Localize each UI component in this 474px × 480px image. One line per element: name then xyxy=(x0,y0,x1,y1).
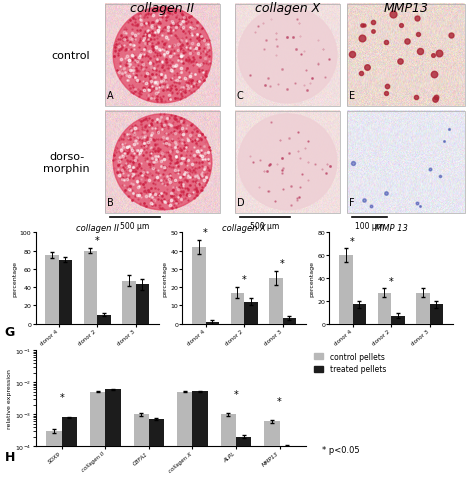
Text: *: * xyxy=(350,236,355,246)
Circle shape xyxy=(113,8,212,104)
Circle shape xyxy=(238,115,337,210)
Text: *: * xyxy=(234,389,238,399)
Bar xyxy=(339,256,353,324)
Bar xyxy=(62,418,77,480)
Text: 500 μm: 500 μm xyxy=(120,221,150,230)
Circle shape xyxy=(238,8,337,104)
Bar xyxy=(236,437,251,480)
Text: dorso-
morphin: dorso- morphin xyxy=(44,152,90,173)
Text: B: B xyxy=(107,198,114,208)
Bar xyxy=(347,5,465,107)
Bar xyxy=(221,414,236,480)
Text: A: A xyxy=(107,91,114,101)
Circle shape xyxy=(113,115,212,210)
Bar xyxy=(192,247,206,324)
Bar xyxy=(231,293,244,324)
Bar xyxy=(59,260,72,324)
Bar xyxy=(416,293,429,324)
Text: *: * xyxy=(280,258,285,268)
Text: D: D xyxy=(237,198,245,208)
Text: control: control xyxy=(51,51,90,61)
Y-axis label: relative expression: relative expression xyxy=(8,369,12,428)
Bar xyxy=(105,5,220,107)
Bar xyxy=(90,392,105,480)
Text: *: * xyxy=(59,392,64,402)
Bar xyxy=(149,420,164,480)
Bar xyxy=(177,392,192,480)
Bar xyxy=(235,5,340,107)
Text: F: F xyxy=(349,198,355,208)
Text: *: * xyxy=(277,396,282,406)
Bar xyxy=(192,392,208,480)
Text: *: * xyxy=(95,236,100,246)
Bar xyxy=(244,302,257,324)
Text: E: E xyxy=(349,91,355,101)
Bar xyxy=(235,111,340,214)
Bar xyxy=(134,414,149,480)
Text: 100 μm: 100 μm xyxy=(355,221,384,230)
Text: *: * xyxy=(242,275,246,285)
Y-axis label: percentage: percentage xyxy=(12,261,17,296)
Bar xyxy=(206,322,219,324)
Bar xyxy=(136,285,149,324)
Text: *: * xyxy=(389,276,393,286)
Bar xyxy=(105,389,120,480)
Bar xyxy=(84,251,97,324)
Text: C: C xyxy=(237,91,244,101)
Bar xyxy=(46,431,62,480)
Title: MMP 13: MMP 13 xyxy=(374,223,408,232)
Text: 500 μm: 500 μm xyxy=(250,221,280,230)
Text: MMP13: MMP13 xyxy=(383,2,428,15)
Bar xyxy=(264,421,280,480)
Bar xyxy=(97,315,110,324)
Bar xyxy=(378,293,391,324)
Y-axis label: percentage: percentage xyxy=(310,261,315,296)
Bar xyxy=(105,111,220,214)
Text: collagen X: collagen X xyxy=(255,2,320,15)
Bar xyxy=(353,305,366,324)
Y-axis label: percentage: percentage xyxy=(163,261,168,296)
Bar xyxy=(283,319,296,324)
Title: collagen X: collagen X xyxy=(222,223,266,232)
Bar xyxy=(429,305,443,324)
Text: *: * xyxy=(203,228,208,238)
Title: collagen II: collagen II xyxy=(76,223,118,232)
Text: * p<0.05: * p<0.05 xyxy=(322,444,360,454)
Text: collagen II: collagen II xyxy=(130,2,194,15)
Bar xyxy=(280,446,295,480)
Text: G: G xyxy=(5,325,15,338)
Bar xyxy=(347,111,465,214)
Bar xyxy=(122,281,136,324)
Legend: control pellets, treated pellets: control pellets, treated pellets xyxy=(314,352,386,373)
Bar xyxy=(269,278,283,324)
Bar xyxy=(391,316,404,324)
Bar xyxy=(45,255,59,324)
Text: H: H xyxy=(5,450,15,463)
